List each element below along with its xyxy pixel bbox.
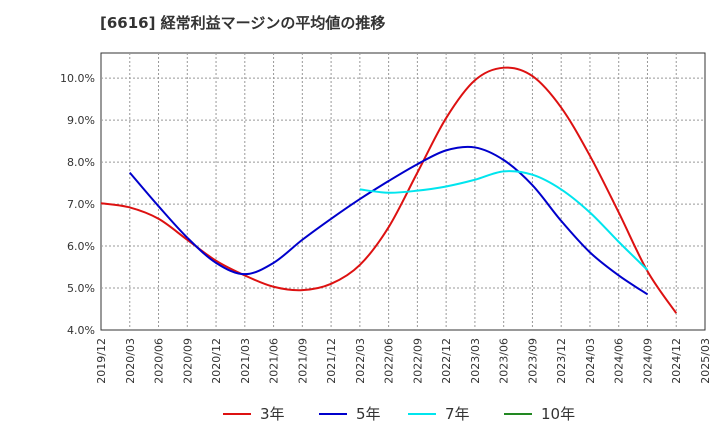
x-tick-label: 2025/03 [699, 338, 712, 384]
series-line-3 [359, 170, 649, 271]
y-tick-label: 6.0% [67, 240, 95, 253]
x-tick-label: 2023/09 [526, 338, 539, 384]
x-tick-label: 2022/09 [411, 338, 424, 384]
series-line-2 [129, 145, 649, 296]
x-tick-label: 2024/12 [670, 338, 683, 384]
y-tick-label: 5.0% [67, 282, 95, 295]
x-tick-label: 2020/06 [153, 338, 166, 384]
legend-label: 3年 [260, 405, 285, 423]
y-tick-label: 10.0% [60, 72, 95, 85]
x-tick-label: 2022/06 [383, 338, 396, 384]
series-lines [100, 66, 678, 314]
x-tick-label: 2023/06 [498, 338, 511, 384]
y-tick-label: 4.0% [67, 324, 95, 337]
x-tick-label: 2022/03 [354, 338, 367, 384]
y-tick-label: 7.0% [67, 198, 95, 211]
x-tick-label: 2024/06 [613, 338, 626, 384]
x-tick-label: 2020/03 [124, 338, 137, 384]
grid-lines [101, 53, 705, 330]
chart-title: [6616] 経常利益マージンの平均値の推移 [100, 14, 386, 32]
x-axis-tick-labels: 2019/12 2020/03 2020/06 2020/09 2020/12 2021/… [95, 338, 712, 384]
x-tick-label: 2022/12 [440, 338, 453, 384]
x-tick-label: 2024/03 [584, 338, 597, 384]
x-tick-label: 2021/06 [268, 338, 281, 384]
y-tick-label: 9.0% [67, 114, 95, 127]
x-tick-label: 2023/03 [469, 338, 482, 384]
x-tick-label: 2023/12 [555, 338, 568, 384]
x-tick-label: 2020/09 [181, 338, 194, 384]
x-tick-label: 2024/09 [641, 338, 654, 384]
x-tick-label: 2021/12 [325, 338, 338, 384]
x-tick-label: 2021/09 [296, 338, 309, 384]
legend-label: 10年 [541, 405, 575, 423]
y-tick-label: 8.0% [67, 156, 95, 169]
x-tick-label: 2019/12 [95, 338, 108, 384]
x-tick-label: 2020/12 [210, 338, 223, 384]
legend: 3年 5年 7年 10年 [223, 405, 575, 423]
legend-label: 7年 [445, 405, 470, 423]
x-tick-label: 2021/03 [239, 338, 252, 384]
y-axis-tick-labels: 4.0% 5.0% 6.0% 7.0% 8.0% 9.0% 10.0% [60, 72, 95, 337]
legend-label: 5年 [356, 405, 381, 423]
